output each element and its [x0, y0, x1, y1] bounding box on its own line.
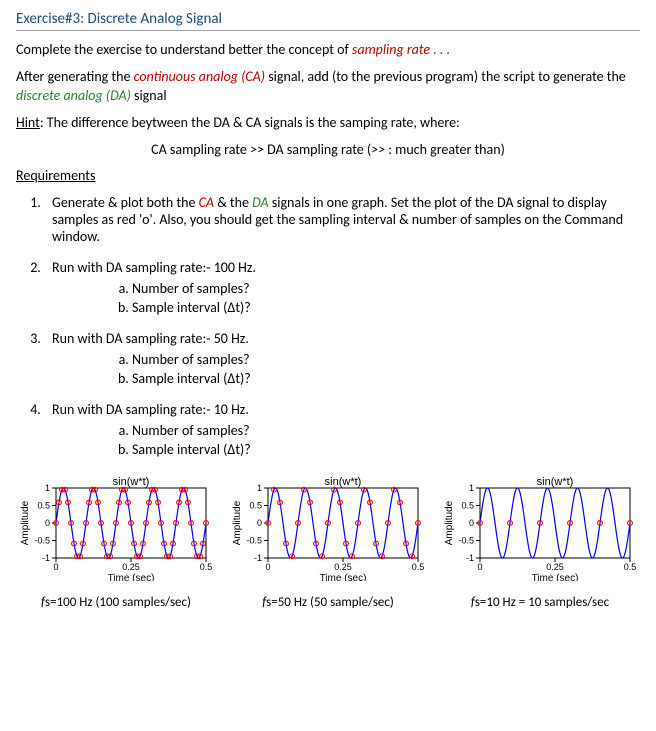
req-4: Run with DA sampling rate:- 10 Hz. Numbe… [44, 401, 640, 458]
svg-text:Time (sec): Time (sec) [320, 573, 367, 581]
svg-text:sin(w*t): sin(w*t) [537, 476, 574, 488]
svg-text:0.5: 0.5 [200, 562, 213, 572]
svg-text:-1: -1 [466, 553, 474, 563]
hint-label: Hint [16, 114, 40, 131]
svg-text:Time (sec): Time (sec) [108, 573, 155, 581]
req3-a: Number of samples? [132, 351, 640, 368]
chart-3: sin(w*t)10.50-0.5-100.250.5Time (sec)Amp… [440, 476, 640, 610]
charts-row: sin(w*t)10.50-0.5-100.250.5Time (sec)Amp… [16, 476, 640, 610]
intro2a: After generating the [16, 68, 134, 85]
intro2-da: discrete analog (DA) [16, 87, 131, 104]
req-2: Run with DA sampling rate:- 100 Hz. Numb… [44, 259, 640, 316]
chart-2: sin(w*t)10.50-0.5-100.250.5Time (sec)Amp… [228, 476, 428, 610]
intro2-ca: continuous analog (CA) [134, 68, 265, 85]
page-title: Exercise#3: Discrete Analog Signal [16, 10, 222, 28]
req1-ca: CA [199, 194, 214, 211]
req4-b: Sample interval (Δt)? [132, 441, 640, 458]
svg-text:0.5: 0.5 [412, 562, 425, 572]
req3-b: Sample interval (Δt)? [132, 370, 640, 387]
svg-text:1: 1 [257, 483, 262, 493]
svg-text:Amplitude: Amplitude [20, 501, 31, 546]
chart-2-svg: sin(w*t)10.50-0.5-100.250.5Time (sec)Amp… [228, 476, 428, 581]
intro-line2: After generating the continuous analog (… [16, 68, 640, 106]
req-1: Generate & plot both the CA & the DA sig… [44, 194, 640, 245]
svg-text:-0.5: -0.5 [458, 536, 474, 546]
req1b: & the [214, 194, 252, 211]
svg-text:0.25: 0.25 [334, 562, 352, 572]
svg-text:0: 0 [257, 518, 262, 528]
svg-text:Amplitude: Amplitude [444, 501, 455, 546]
requirements-heading: Requirements [16, 167, 640, 186]
chart-1-svg: sin(w*t)10.50-0.5-100.250.5Time (sec)Amp… [16, 476, 216, 581]
svg-text:Amplitude: Amplitude [232, 501, 243, 546]
svg-text:0: 0 [265, 562, 270, 572]
svg-text:1: 1 [469, 483, 474, 493]
svg-text:-0.5: -0.5 [34, 536, 50, 546]
intro1-em: sampling rate . . . [352, 41, 450, 58]
svg-text:0: 0 [477, 562, 482, 572]
hint-text: : The difference beytween the DA & CA si… [40, 114, 460, 131]
svg-text:0.5: 0.5 [624, 562, 637, 572]
svg-text:0.5: 0.5 [461, 501, 474, 511]
req4-sub: Number of samples? Sample interval (Δt)? [132, 422, 640, 458]
intro-line1: Complete the exercise to understand bett… [16, 41, 640, 60]
svg-text:0.5: 0.5 [249, 501, 262, 511]
req3-sub: Number of samples? Sample interval (Δt)? [132, 351, 640, 387]
svg-text:sin(w*t): sin(w*t) [113, 476, 150, 488]
req2-text: Run with DA sampling rate:- 100 Hz. [52, 259, 256, 276]
intro1a: Complete the exercise to understand bett… [16, 41, 352, 58]
svg-text:0: 0 [45, 518, 50, 528]
svg-text:0.25: 0.25 [122, 562, 140, 572]
chart-3-caption: fs=10 Hz = 10 samples/sec [440, 595, 640, 610]
req2-a: Number of samples? [132, 280, 640, 297]
hint-line: Hint: The difference beytween the DA & C… [16, 114, 640, 133]
req4-text: Run with DA sampling rate:- 10 Hz. [52, 401, 249, 418]
rate-line: CA sampling rate >> DA sampling rate (>>… [16, 141, 640, 160]
req4-a: Number of samples? [132, 422, 640, 439]
svg-text:0.5: 0.5 [37, 501, 50, 511]
chart-1-caption: fs=100 Hz (100 samples/sec) [16, 595, 216, 610]
svg-text:0: 0 [469, 518, 474, 528]
req3-text: Run with DA sampling rate:- 50 Hz. [52, 330, 249, 347]
req2-b: Sample interval (Δt)? [132, 299, 640, 316]
svg-text:Time (sec): Time (sec) [532, 573, 579, 581]
svg-text:0: 0 [53, 562, 58, 572]
req1-da: DA [252, 194, 269, 211]
requirements-list: Generate & plot both the CA & the DA sig… [44, 194, 640, 458]
svg-text:sin(w*t): sin(w*t) [325, 476, 362, 488]
svg-text:0.25: 0.25 [546, 562, 564, 572]
chart-3-svg: sin(w*t)10.50-0.5-100.250.5Time (sec)Amp… [440, 476, 640, 581]
chart-2-caption: fs=50 Hz (50 sample/sec) [228, 595, 428, 610]
intro2b: signal, add (to the previous program) th… [265, 68, 626, 85]
req2-sub: Number of samples? Sample interval (Δt)? [132, 280, 640, 316]
chart-1: sin(w*t)10.50-0.5-100.250.5Time (sec)Amp… [16, 476, 216, 610]
svg-text:-1: -1 [42, 553, 50, 563]
req-3: Run with DA sampling rate:- 50 Hz. Numbe… [44, 330, 640, 387]
svg-text:1: 1 [45, 483, 50, 493]
svg-text:-1: -1 [254, 553, 262, 563]
req1a: Generate & plot both the [52, 194, 199, 211]
intro2c: signal [131, 87, 167, 104]
svg-text:-0.5: -0.5 [246, 536, 262, 546]
